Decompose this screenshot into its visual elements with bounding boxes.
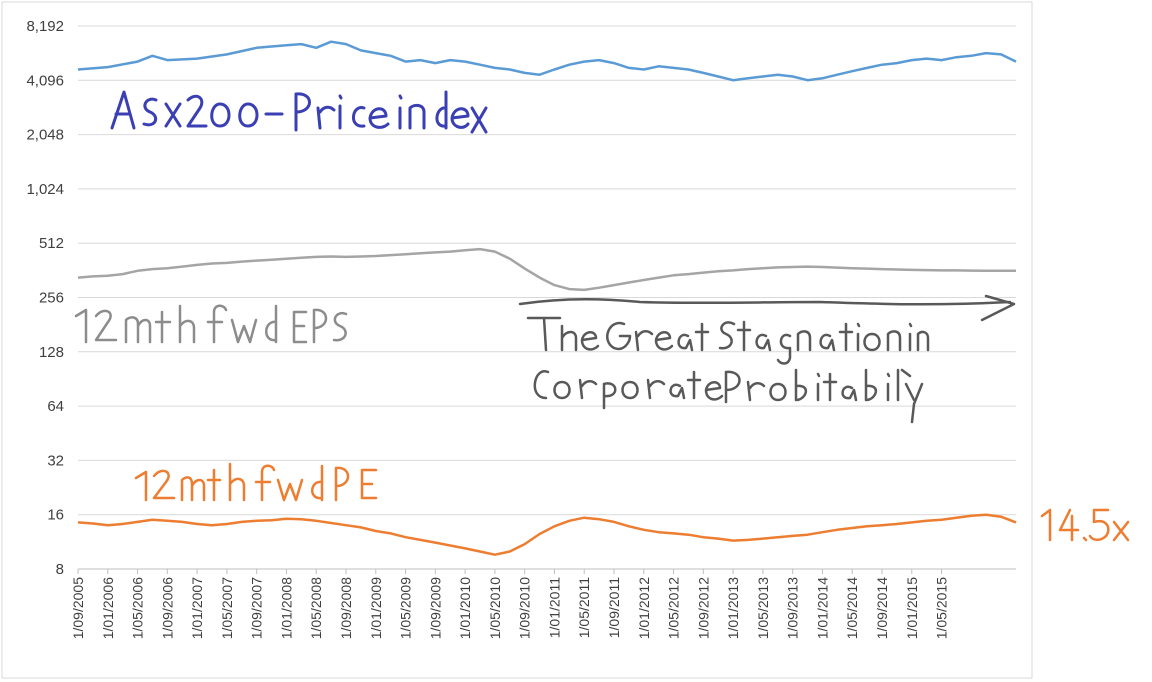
x-tick-label: 1/01/2013: [725, 577, 741, 639]
x-tick-label: 1/09/2011: [606, 577, 622, 638]
annotation-stagnation-text: [526, 316, 930, 424]
chart-frame: [1, 1, 1033, 679]
x-tick-label: 1/05/2008: [308, 577, 324, 639]
x-tick-label: 1/09/2012: [695, 577, 711, 639]
x-tick-label: 1/01/2011: [546, 577, 562, 638]
x-tick-label: 1/01/2006: [100, 577, 116, 639]
y-tick-label: 4,096: [26, 72, 64, 89]
x-tick-label: 1/01/2012: [636, 577, 652, 639]
y-tick-label: 64: [47, 398, 64, 415]
series-line: [77, 513, 1017, 556]
x-tick-label: 1/05/2007: [219, 577, 235, 639]
y-tick-label: 8: [56, 561, 64, 578]
series-line: [77, 40, 1017, 82]
y-tick-label: 128: [39, 344, 64, 361]
x-tick-label: 1/05/2012: [666, 577, 682, 639]
annotation-stagnation-arrow: [518, 294, 1016, 322]
x-tick-label: 1/01/2014: [814, 577, 830, 639]
x-tick-label: 1/01/2015: [904, 577, 920, 639]
y-tick-label: 2,048: [26, 127, 64, 144]
y-tick-label: 512: [39, 235, 64, 252]
x-tick-label: 1/01/2007: [189, 577, 205, 639]
x-tick-label: 1/09/2009: [427, 577, 443, 639]
annotation-pe: [134, 462, 378, 502]
x-tick-label: 1/01/2009: [368, 577, 384, 639]
x-tick-label: 1/09/2007: [249, 577, 265, 639]
x-tick-label: 1/01/2010: [457, 577, 473, 639]
y-tick-label: 16: [47, 507, 64, 524]
y-tick-label: 32: [47, 452, 64, 469]
annotation-asx200: [110, 90, 488, 134]
y-tick-label: 8,192: [26, 18, 64, 35]
x-tick-label: 1/01/2008: [278, 577, 294, 639]
x-tick-label: 1/09/2013: [785, 577, 801, 639]
x-tick-label: 1/09/2008: [338, 577, 354, 639]
annotation-eps: [74, 304, 348, 344]
y-tick-label: 1,024: [26, 181, 64, 198]
x-tick-label: 1/09/2005: [70, 577, 86, 639]
x-tick-label: 1/05/2010: [487, 577, 503, 639]
series-lines: [77, 40, 1017, 556]
annotation-14-5x: [1040, 508, 1130, 542]
x-tick-label: 1/09/2006: [159, 577, 175, 639]
x-tick-label: 1/05/2014: [844, 577, 860, 639]
x-tick-label: 1/05/2013: [755, 577, 771, 639]
x-axis: 1/09/2005 1/01/2006 1/05/2006 1/09/2006 1/01…: [70, 569, 950, 639]
y-tick-label: 256: [39, 290, 64, 307]
series-line: [77, 247, 1016, 292]
x-tick-label: 1/09/2010: [517, 577, 533, 639]
y-axis-ticks: 8,192 4,096 2,048 1,024 512 256 128 64 32 16 8: [26, 18, 64, 578]
gridlines: [78, 25, 1016, 570]
x-tick-label: 1/05/2015: [934, 577, 950, 639]
x-tick-label: 1/05/2006: [130, 577, 146, 639]
x-tick-label: 1/09/2014: [874, 577, 890, 639]
x-tick-label: 1/05/2009: [398, 577, 414, 639]
x-tick-label: 1/05/2011: [576, 577, 592, 638]
